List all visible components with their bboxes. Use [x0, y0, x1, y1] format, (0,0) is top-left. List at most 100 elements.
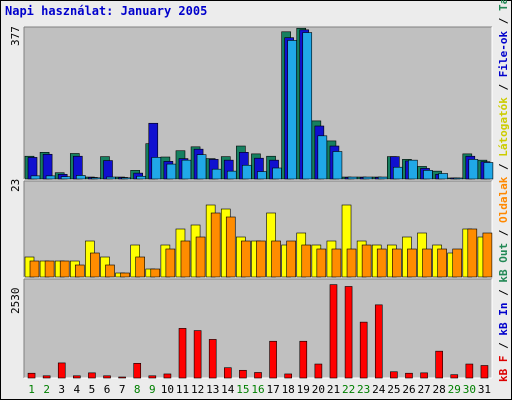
bar-p1-lapok-day-27: [423, 170, 433, 180]
legend-text: kB F / kB In / kB Out / Oldalak / Látoga…: [497, 0, 510, 382]
bar-p1-lapok-day-9: [151, 157, 162, 180]
bar-p3-kb-day-24: [374, 304, 383, 379]
bar-p3-kb-day-15: [239, 369, 247, 379]
x-label-day-18: 18: [282, 383, 295, 396]
bar-p1-lapok-day-4: [75, 175, 86, 180]
bar-p2-oldalak-day-11: [180, 240, 191, 278]
bar-p2-oldalak-day-4: [74, 264, 85, 278]
x-label-day-11: 11: [176, 383, 189, 396]
bar-p2-oldalak-day-2: [44, 260, 55, 278]
x-label-day-25: 25: [387, 383, 400, 396]
bar-p1-lapok-day-20: [317, 135, 328, 180]
bar-p3-kb-day-17: [269, 340, 277, 379]
bar-p3-kb-day-1: [27, 372, 36, 379]
bar-p3-kb-day-27: [420, 372, 428, 379]
bar-p1-file-ok-day-2: [42, 153, 53, 180]
bar-p2-oldalak-day-12: [195, 236, 206, 278]
bar-p2-oldalak-day-17: [271, 240, 281, 278]
bar-p2-oldalak-day-14: [225, 216, 236, 278]
bar-p2-oldalak-day-8: [135, 256, 145, 278]
bar-p2-oldalak-day-16: [256, 240, 266, 278]
legend-item-kb-in: kB In: [497, 302, 510, 336]
bar-p3-kb-day-2: [42, 375, 51, 379]
legend-separator: /: [497, 77, 510, 98]
bar-p1-lapok-day-31: [483, 162, 494, 180]
x-label-day-15: 15: [236, 383, 249, 396]
bar-p1-lapok-day-22: [347, 176, 358, 180]
bar-p1-lapok-day-14: [226, 170, 237, 180]
x-label-day-1: 1: [28, 383, 35, 396]
bar-p2-oldalak-day-20: [316, 248, 327, 278]
bar-p2-oldalak-day-26: [407, 248, 417, 278]
x-label-day-28: 28: [433, 383, 446, 396]
bar-p3-kb-day-19: [299, 340, 308, 379]
bar-p1-lapok-day-29: [453, 177, 464, 180]
bar-p1-lapok-day-19: [302, 32, 313, 180]
x-label-day-16: 16: [251, 383, 264, 396]
bar-p1-lapok-day-11: [181, 159, 192, 180]
legend-item-kb-f: kB F: [497, 355, 510, 383]
bar-p3-kb-day-13: [208, 339, 217, 379]
x-label-day-7: 7: [119, 383, 126, 396]
x-label-day-12: 12: [191, 383, 204, 396]
bar-p1-lapok-day-30: [468, 159, 479, 180]
x-label-day-29: 29: [448, 383, 461, 396]
bar-p1-lapok-day-25: [393, 166, 403, 180]
bar-p3-kb-day-14: [224, 367, 232, 379]
bar-p2-oldalak-day-15: [241, 240, 251, 278]
bar-p3-kb-day-23: [359, 321, 368, 379]
bar-p3-kb-day-31: [480, 365, 489, 379]
legend-item-tal-latok: Találatok: [497, 0, 510, 11]
bar-p2-oldalak-day-27: [422, 248, 432, 278]
bar-p3-kb-day-8: [133, 362, 142, 379]
x-label-day-3: 3: [58, 383, 65, 396]
bar-p3-kb-day-10: [163, 373, 172, 379]
bar-p3-kb-day-26: [405, 372, 413, 379]
chart-title: Napi használat: January 2005: [5, 4, 208, 18]
x-label-day-26: 26: [402, 383, 415, 396]
x-label-day-17: 17: [266, 383, 279, 396]
bar-p1-lapok-day-15: [242, 164, 252, 180]
legend-item-oldalak: Oldalak: [497, 176, 510, 223]
x-label-day-6: 6: [104, 383, 111, 396]
bar-p2-oldalak-day-19: [301, 244, 312, 278]
bar-p3-kb-day-5: [88, 372, 96, 379]
bar-p1-lapok-day-1: [30, 175, 41, 180]
x-label-day-8: 8: [134, 383, 141, 396]
x-label-day-4: 4: [74, 383, 81, 396]
x-label-day-10: 10: [161, 383, 174, 396]
bar-p2-oldalak-day-29: [452, 248, 463, 278]
bar-p3-kb-day-16: [254, 372, 262, 379]
bar-p2-oldalak-day-30: [467, 228, 478, 278]
x-label-day-2: 2: [43, 383, 50, 396]
x-label-day-9: 9: [149, 383, 156, 396]
legend-separator: /: [497, 282, 510, 303]
bar-p3-kb-day-9: [148, 375, 157, 379]
plot-area-3: [24, 279, 492, 378]
bar-p2-oldalak-day-3: [59, 260, 70, 278]
legend-item-kb-out: kB Out: [497, 242, 510, 283]
legend-item-l-togat-k: Látogatók: [497, 97, 510, 157]
bar-p1-lapok-day-10: [166, 163, 177, 180]
bar-p3-kb-day-3: [57, 362, 66, 379]
bar-p3-kb-day-30: [465, 363, 474, 379]
bar-p3-kb-day-6: [103, 375, 111, 379]
bar-p3-kb-day-18: [284, 373, 292, 379]
x-label-day-23: 23: [357, 383, 370, 396]
bar-p2-oldalak-day-31: [482, 232, 493, 278]
legend-item-file-ok: File-ok: [497, 30, 510, 78]
bar-p1-lapok-day-2: [45, 175, 56, 180]
x-label-day-22: 22: [342, 383, 355, 396]
x-label-day-19: 19: [297, 383, 310, 396]
bar-p2-oldalak-day-21: [331, 248, 342, 278]
bar-p1-lapok-day-23: [362, 176, 373, 180]
bar-p2-oldalak-day-18: [286, 240, 296, 278]
bar-p1-lapok-day-5: [91, 177, 101, 180]
bar-p1-lapok-day-7: [121, 177, 131, 180]
bar-p2-oldalak-day-5: [90, 252, 100, 278]
bar-p1-lapok-day-17: [272, 167, 282, 180]
bar-p2-oldalak-day-9: [150, 268, 161, 278]
x-label-day-30: 30: [463, 383, 476, 396]
bar-p2-oldalak-day-7: [120, 272, 130, 278]
